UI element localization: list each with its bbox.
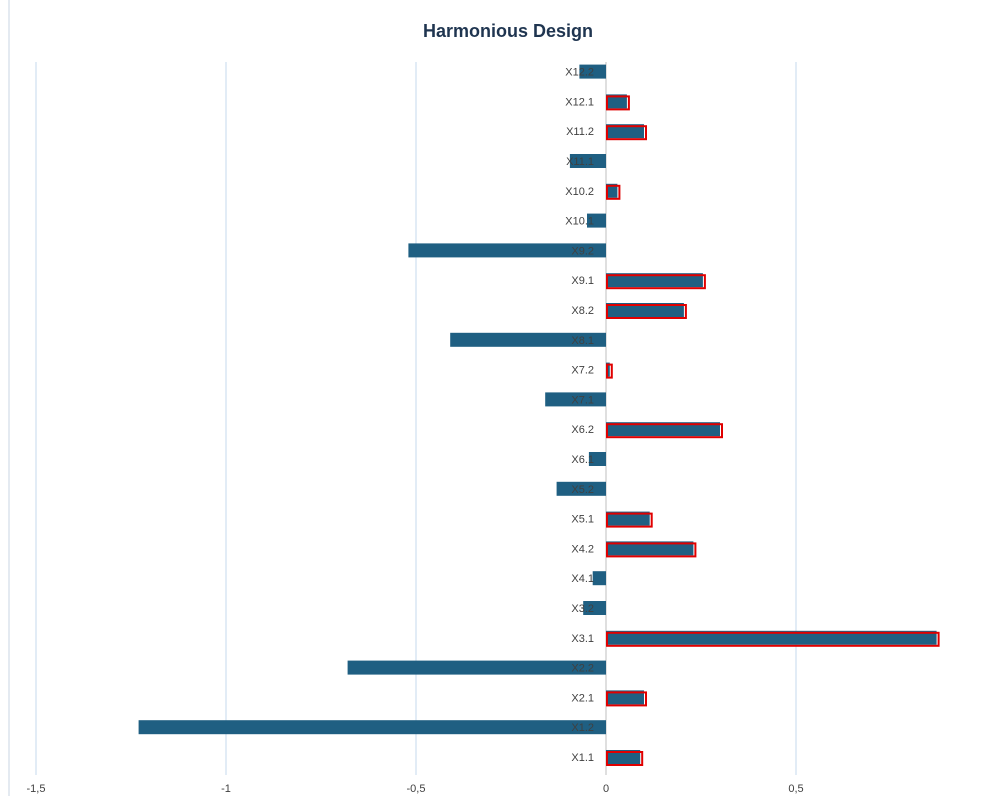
category-label: X7.2 [571,365,594,377]
highlight-box [606,542,697,558]
highlight-box [606,125,647,141]
bar-x9-1 [606,273,703,288]
category-label: X8.2 [571,305,594,317]
bar-x5-1 [606,511,650,526]
bar-x5-2 [556,481,606,496]
category-label: X11.1 [566,156,594,168]
highlight-box [606,304,687,319]
bar-x10-2 [606,183,618,198]
highlight-box [606,631,940,647]
highlight-boxes [606,95,940,766]
highlight-box [606,274,706,290]
category-label: X3.1 [571,633,594,645]
category-label: X11.2 [566,126,594,138]
category-label: X9.2 [571,245,594,257]
highlight-box [606,423,723,439]
bar-x11-2 [606,124,644,139]
bars [138,64,937,764]
bar-x4-1 [592,571,606,586]
x-tick-label: -1,5 [27,783,46,795]
bar-x2-2 [347,660,606,675]
category-label: X7.1 [571,394,594,406]
category-label: X12.1 [565,96,594,108]
bar-x12-1 [606,94,627,109]
category-label: X6.2 [571,424,594,436]
bar-x10-1 [587,213,606,228]
bar-x9-2 [408,243,606,258]
bar-x4-2 [606,541,694,556]
category-label: X9.1 [571,275,594,287]
category-label: X3.2 [571,603,594,615]
x-tick-label: 0,5 [788,783,803,795]
highlight-box [606,512,653,528]
bar-x12-2 [579,64,606,79]
category-label: X1.1 [571,752,594,764]
x-tick-label: 0 [603,783,609,795]
category-label: X1.2 [571,722,594,734]
category-label: X2.1 [571,692,594,704]
category-label: X12.2 [565,67,594,79]
bar-x11-1 [569,154,606,168]
bar-x1-2 [138,720,606,735]
bar-x8-1 [450,332,606,347]
category-label: X10.2 [565,186,594,198]
category-label: X6.1 [571,454,594,466]
x-axis-ticks: -1,5 -1 -0,5 0 0,5 [27,783,804,795]
bar-x6-2 [606,422,720,437]
highlight-box [606,95,630,111]
bar-x1-1 [606,750,641,764]
highlight-box [606,691,647,707]
x-tick-label: -1 [221,783,231,795]
highlight-box [606,363,613,379]
chart-title: Harmonious Design [423,21,593,41]
category-label: X10.1 [565,216,594,228]
bar-x7-1 [545,392,606,407]
category-label: X5.2 [571,484,594,496]
highlight-box [606,751,644,766]
bar-x6-1 [588,452,606,466]
bar-x2-1 [606,690,644,705]
category-label: X8.1 [571,335,594,347]
x-tick-label: -0,5 [407,783,426,795]
category-label: X5.1 [571,514,594,526]
category-label: X4.2 [571,543,594,555]
bar-x3-1 [606,630,937,645]
category-label: X4.1 [571,573,594,585]
category-labels: X1.1 X1.2 X2.1 X2.2 X3.1 X3.2 X4.1 X4.2 X5.1 X5.2… [565,67,594,764]
bar-x8-2 [606,303,684,317]
bar-x3-2 [583,601,606,615]
category-label: X2.2 [571,663,594,675]
highlight-box [606,184,621,200]
gridlines [35,62,797,775]
